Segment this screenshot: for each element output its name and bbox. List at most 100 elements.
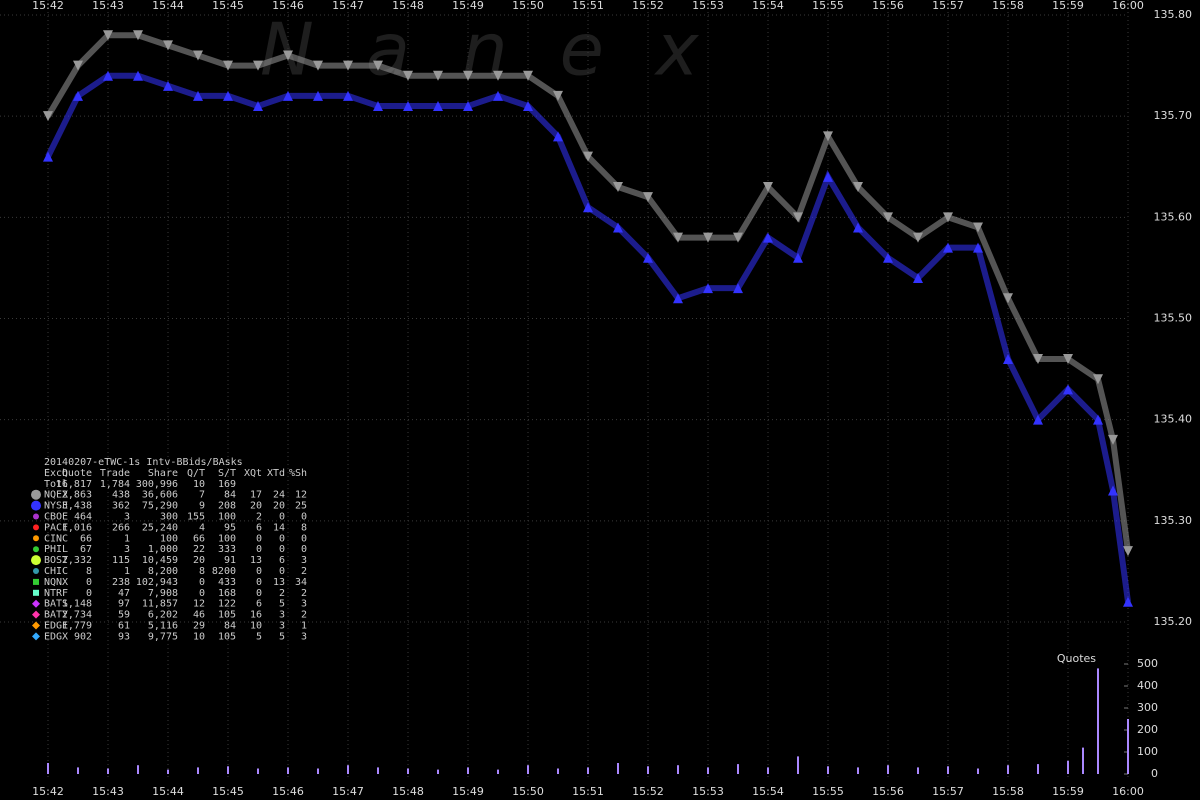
table-cell: 5	[279, 631, 285, 642]
table-cell: 10,459	[142, 555, 178, 566]
table-cell: BATY	[44, 610, 68, 621]
x-tick-label: 15:58	[992, 0, 1024, 12]
table-cell: 1,779	[62, 621, 92, 632]
table-cell: CHIC	[44, 566, 68, 577]
table-cell: 25	[295, 501, 307, 512]
table-cell: 75,290	[142, 501, 178, 512]
table-header: XQt	[244, 468, 262, 479]
x-tick-label: 15:52	[632, 0, 664, 12]
table-cell: 3	[279, 610, 285, 621]
bar	[197, 767, 199, 774]
quote-marker	[643, 192, 653, 203]
bar	[347, 765, 349, 774]
table-title: 20140207-eTWC-1s Intv-BBids/BAsks	[44, 457, 243, 468]
bar	[167, 769, 169, 774]
x-tick-label: 15:46	[272, 0, 304, 12]
y-tick-label: 300	[1137, 701, 1158, 714]
table-cell: 11,857	[142, 599, 178, 610]
table-header: S/T	[218, 468, 236, 479]
quote-marker	[883, 252, 893, 263]
y-tick-label: 135.50	[1154, 312, 1193, 325]
panel-label: Quotes	[1057, 652, 1096, 665]
table-cell: 7	[199, 490, 205, 501]
table-cell: 10	[193, 479, 205, 490]
quote-marker	[673, 293, 683, 304]
table-cell: 84	[224, 490, 236, 501]
table-cell: 36,606	[142, 490, 178, 501]
quote-marker	[163, 80, 173, 91]
table-cell: 5	[279, 599, 285, 610]
quote-marker	[853, 181, 863, 192]
watermark: Nanex	[260, 8, 751, 92]
table-cell: 168	[218, 588, 236, 599]
table-cell: 100	[218, 533, 236, 544]
x-tick-label: 16:00	[1112, 785, 1144, 798]
x-tick-label: 15:52	[632, 785, 664, 798]
quote-marker	[1108, 434, 1118, 445]
table-cell: 333	[218, 544, 236, 555]
x-tick-label: 15:43	[92, 785, 124, 798]
bar	[737, 764, 739, 774]
table-cell: 100	[218, 512, 236, 523]
table-cell: 1	[301, 621, 307, 632]
table-cell: 6	[256, 599, 262, 610]
quote-marker	[1123, 596, 1133, 607]
bar	[947, 766, 949, 774]
bar	[257, 768, 259, 774]
y-tick-label: 0	[1151, 767, 1158, 780]
quote-marker	[43, 151, 53, 162]
bar	[1097, 668, 1099, 774]
quote-marker	[913, 232, 923, 243]
bar	[467, 767, 469, 774]
legend-marker	[33, 546, 39, 553]
table-cell: 9,775	[148, 631, 178, 642]
y-tick-label: 135.70	[1154, 109, 1193, 122]
quote-marker	[463, 101, 473, 112]
y-tick-label: 135.20	[1154, 615, 1193, 628]
table-cell: 6	[279, 555, 285, 566]
quote-marker	[793, 252, 803, 263]
table-header: Quote	[62, 468, 92, 479]
table-cell: CINC	[44, 533, 68, 544]
bar	[1007, 765, 1009, 774]
quote-marker	[373, 60, 383, 71]
table-cell: 13	[250, 555, 262, 566]
y-tick-label: 500	[1137, 657, 1158, 670]
table-cell: 20	[250, 501, 262, 512]
table-cell: 102,943	[136, 577, 178, 588]
table-cell: 0	[199, 588, 205, 599]
plot	[43, 30, 1133, 774]
x-tick-label: 15:54	[752, 785, 784, 798]
table-cell: 7,908	[148, 588, 178, 599]
table-cell: 22	[193, 544, 205, 555]
table-cell: 3	[279, 621, 285, 632]
quote-marker	[793, 212, 803, 223]
x-tick-label: 15:56	[872, 785, 904, 798]
table-cell: 2,332	[62, 555, 92, 566]
table-cell: 0	[301, 533, 307, 544]
x-tick-label: 15:48	[392, 0, 424, 12]
y-tick-label: 135.80	[1154, 8, 1193, 21]
x-tick-label: 15:44	[152, 785, 184, 798]
table-cell: 1	[124, 566, 130, 577]
table-cell: 0	[256, 566, 262, 577]
bar	[1127, 719, 1129, 774]
table-cell: 1,000	[148, 544, 178, 555]
table-cell: 12	[295, 490, 307, 501]
quote-marker	[733, 232, 743, 243]
table-cell: 105	[218, 631, 236, 642]
table-cell: 12	[193, 599, 205, 610]
table-cell: PACF	[44, 522, 68, 533]
table-cell: 2	[301, 566, 307, 577]
legend-marker	[33, 513, 39, 520]
quote-marker	[163, 40, 173, 51]
table-cell: 3	[301, 631, 307, 642]
quote-marker	[973, 222, 983, 233]
x-tick-label: 15:57	[932, 0, 964, 12]
table-cell: 438	[112, 490, 130, 501]
table-cell: 238	[112, 577, 130, 588]
table-cell: 47	[118, 588, 130, 599]
